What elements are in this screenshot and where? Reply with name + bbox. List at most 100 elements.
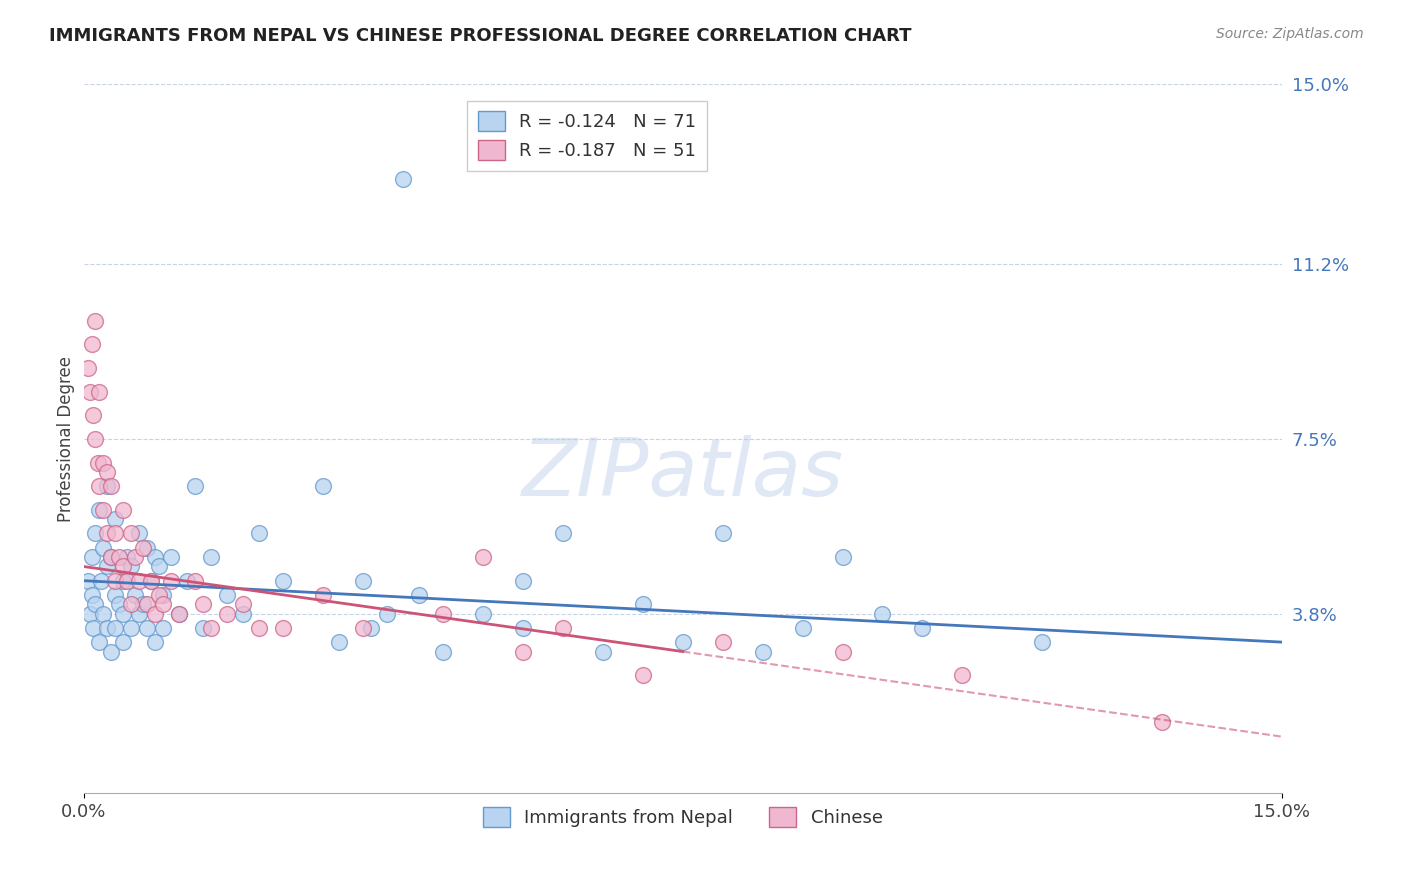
Point: [84, 432, 107, 446]
Point: [96, 526, 118, 541]
Point: [193, 621, 215, 635]
Point: [112, 503, 135, 517]
Point: [100, 479, 122, 493]
Point: [148, 559, 170, 574]
Point: [432, 644, 454, 658]
Point: [152, 597, 174, 611]
Point: [76, 361, 98, 376]
Point: [104, 588, 127, 602]
Point: [96, 479, 118, 493]
Point: [152, 621, 174, 635]
Point: [76, 574, 98, 588]
Point: [472, 549, 495, 564]
Point: [184, 479, 207, 493]
Point: [432, 607, 454, 621]
Point: [84, 597, 107, 611]
Point: [128, 526, 150, 541]
Point: [80, 337, 103, 351]
Point: [271, 574, 294, 588]
Point: [169, 607, 191, 621]
Point: [100, 549, 122, 564]
Point: [247, 526, 270, 541]
Point: [136, 541, 159, 555]
Point: [911, 621, 934, 635]
Point: [1031, 635, 1053, 649]
Point: [1152, 715, 1174, 730]
Point: [89, 635, 111, 649]
Point: [512, 644, 534, 658]
Point: [145, 607, 167, 621]
Point: [80, 549, 103, 564]
Point: [169, 607, 191, 621]
Point: [145, 635, 167, 649]
Point: [148, 588, 170, 602]
Point: [184, 574, 207, 588]
Point: [751, 644, 773, 658]
Point: [408, 588, 430, 602]
Point: [89, 479, 111, 493]
Point: [831, 644, 853, 658]
Text: ZIPatlas: ZIPatlas: [522, 435, 844, 513]
Point: [120, 621, 142, 635]
Point: [200, 549, 222, 564]
Point: [136, 597, 159, 611]
Point: [108, 549, 131, 564]
Point: [93, 541, 115, 555]
Point: [312, 588, 335, 602]
Point: [631, 668, 654, 682]
Point: [217, 607, 239, 621]
Text: IMMIGRANTS FROM NEPAL VS CHINESE PROFESSIONAL DEGREE CORRELATION CHART: IMMIGRANTS FROM NEPAL VS CHINESE PROFESS…: [49, 27, 911, 45]
Point: [512, 621, 534, 635]
Point: [117, 574, 139, 588]
Point: [132, 541, 155, 555]
Point: [104, 574, 127, 588]
Point: [360, 621, 382, 635]
Point: [100, 549, 122, 564]
Point: [271, 621, 294, 635]
Point: [120, 559, 142, 574]
Point: [104, 526, 127, 541]
Point: [124, 588, 146, 602]
Point: [592, 644, 614, 658]
Point: [112, 559, 135, 574]
Point: [328, 635, 350, 649]
Point: [112, 607, 135, 621]
Point: [141, 574, 163, 588]
Point: [96, 559, 118, 574]
Point: [104, 512, 127, 526]
Point: [87, 456, 110, 470]
Point: [136, 621, 159, 635]
Point: [79, 384, 101, 399]
Point: [200, 621, 222, 635]
Point: [108, 597, 131, 611]
Point: [124, 549, 146, 564]
Point: [132, 597, 155, 611]
Point: [93, 503, 115, 517]
Point: [93, 607, 115, 621]
Point: [232, 607, 254, 621]
Point: [711, 635, 734, 649]
Point: [831, 549, 853, 564]
Point: [392, 172, 415, 186]
Point: [152, 588, 174, 602]
Point: [232, 597, 254, 611]
Point: [117, 549, 139, 564]
Point: [96, 621, 118, 635]
Point: [120, 597, 142, 611]
Point: [217, 588, 239, 602]
Point: [82, 621, 104, 635]
Point: [247, 621, 270, 635]
Point: [89, 503, 111, 517]
Point: [472, 607, 495, 621]
Point: [352, 621, 374, 635]
Point: [84, 314, 107, 328]
Point: [193, 597, 215, 611]
Point: [120, 526, 142, 541]
Y-axis label: Professional Degree: Professional Degree: [58, 356, 75, 522]
Point: [792, 621, 814, 635]
Point: [312, 479, 335, 493]
Point: [93, 456, 115, 470]
Point: [176, 574, 198, 588]
Point: [89, 384, 111, 399]
Point: [950, 668, 973, 682]
